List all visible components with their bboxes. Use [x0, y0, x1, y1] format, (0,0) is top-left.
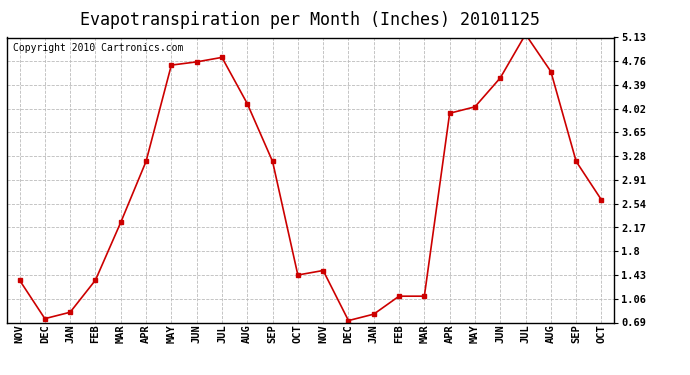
Text: Evapotranspiration per Month (Inches) 20101125: Evapotranspiration per Month (Inches) 20… — [81, 11, 540, 29]
Text: Copyright 2010 Cartronics.com: Copyright 2010 Cartronics.com — [13, 43, 184, 53]
